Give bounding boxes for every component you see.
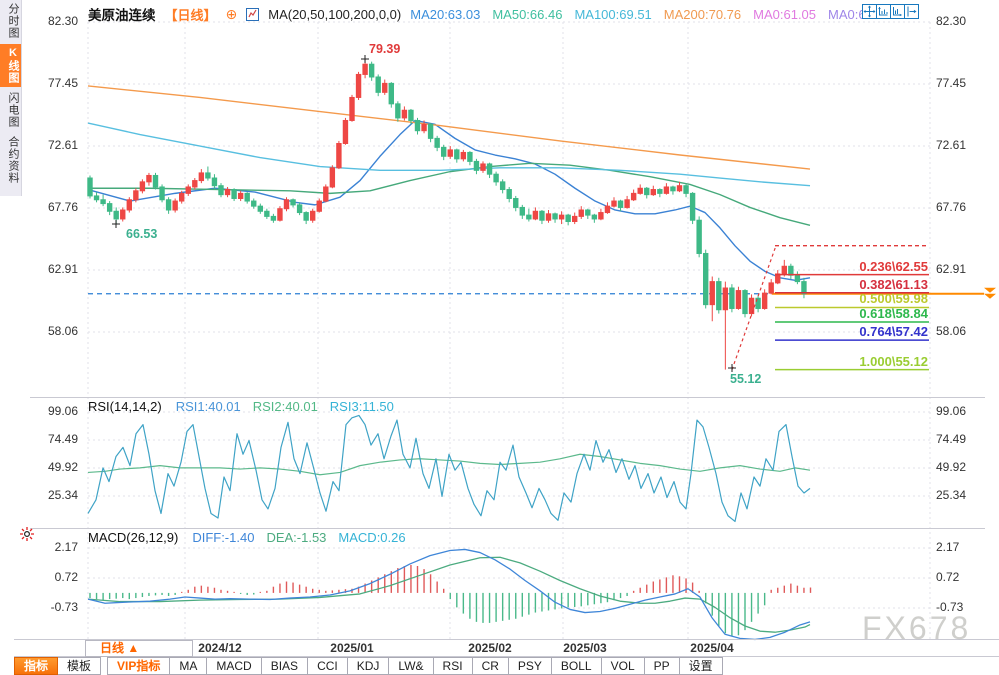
ma-value[interactable]: MA0:61: [828, 6, 873, 22]
fib-level-label: 0.618\58.84: [859, 306, 928, 322]
indicator-toolbar: 指标 模板 VIP指标 MA MACD BIAS CCI KDJ LW& RSI CR PSY BOLL…: [14, 657, 723, 675]
y-axis-label: 2.17: [936, 540, 960, 554]
period-selector[interactable]: 日线 ▲: [85, 640, 193, 657]
rsi-value[interactable]: RSI1:40.01: [175, 399, 241, 414]
rsi-value[interactable]: RSI2:40.01: [252, 399, 318, 414]
y-axis-label: -0.73: [936, 600, 964, 614]
price-mark: 66.53: [126, 227, 158, 241]
y-axis-label: 99.06: [936, 404, 967, 418]
indicator-button-LW&[interactable]: LW&: [389, 657, 434, 675]
indicator-button-设置[interactable]: 设置: [679, 657, 723, 675]
ma-value[interactable]: MA20:63.03: [410, 6, 481, 22]
y-axis-label: 67.76: [47, 200, 78, 214]
y-axis-label: 77.45: [936, 76, 967, 90]
y-axis-label: 77.45: [47, 76, 78, 90]
pan-icon[interactable]: [862, 4, 877, 19]
indicator-button-KDJ[interactable]: KDJ: [347, 657, 390, 675]
y-axis-label: 0.72: [936, 570, 960, 584]
rsi-value[interactable]: RSI3:11.50: [329, 399, 394, 414]
rsi-values: RSI1:40.01 RSI2:40.01 RSI3:11.50: [176, 399, 406, 414]
price-mark: 55.12: [730, 372, 762, 386]
y-axis-label: 62.91: [47, 262, 78, 276]
sidebar-tab-分时图[interactable]: 分时图: [0, 0, 21, 42]
pan-right-icon[interactable]: [890, 4, 905, 19]
sidebar-tab-闪电图[interactable]: 闪电图: [0, 89, 21, 131]
x-axis-label: 2024/12: [198, 641, 242, 655]
fib-level-label: 0.500\59.98: [859, 291, 928, 307]
y-axis-label: 25.34: [47, 488, 78, 502]
y-axis-label: 49.92: [47, 460, 78, 474]
fib-level-label: 0.764\57.42: [859, 324, 928, 340]
period-tag[interactable]: 【日线】: [164, 7, 217, 23]
y-axis-label: 67.76: [936, 200, 967, 214]
kline-chart-icon[interactable]: [246, 7, 260, 21]
indicator-button-MA[interactable]: MA: [170, 657, 208, 675]
macd-values: DIFF:-1.40 DEA:-1.53 MACD:0.26: [192, 530, 417, 545]
y-axis-label: 99.06: [47, 404, 78, 418]
symbol-name: 美原油连续: [88, 8, 156, 23]
y-axis-label: 49.92: [936, 460, 967, 474]
y-axis-label: 74.49: [47, 432, 78, 446]
y-axis-label: 72.61: [936, 138, 967, 152]
ma-settings[interactable]: MA(20,50,100,200,0,0): [268, 6, 402, 22]
watermark: FX678: [862, 610, 972, 646]
ma-value[interactable]: MA50:66.46: [492, 6, 563, 22]
y-axis-label: 72.61: [47, 138, 78, 152]
indicator-button-CCI[interactable]: CCI: [308, 657, 348, 675]
x-axis-label: 2025/01: [330, 641, 374, 655]
fib-level-label: 0.236\62.55: [859, 258, 928, 274]
price-mark: 79.39: [369, 42, 401, 56]
rsi-header: RSI(14,14,2) RSI1:40.01 RSI2:40.01 RSI3:11…: [88, 399, 406, 414]
y-axis-label: 74.49: [936, 432, 967, 446]
indicator-button-VOL[interactable]: VOL: [601, 657, 645, 675]
indicator-button-PSY[interactable]: PSY: [508, 657, 552, 675]
macd-value[interactable]: DIFF:-1.40: [192, 530, 255, 545]
ma-value[interactable]: MA0:61.05: [753, 6, 817, 22]
x-axis-label: 2025/04: [690, 641, 734, 655]
indicator-button-PP[interactable]: PP: [644, 657, 680, 675]
y-axis-label: 82.30: [936, 14, 967, 28]
macd-value[interactable]: DEA:-1.53: [266, 530, 327, 545]
ma-values: MA20:63.03 MA50:66.46 MA100:69.51 MA200:70.…: [410, 7, 885, 22]
indicator-button-指标[interactable]: 指标: [14, 657, 59, 675]
fib-level-label: 1.000\55.12: [859, 353, 928, 369]
y-axis-label: -0.73: [50, 600, 78, 614]
x-axis-label: 2025/02: [468, 641, 512, 655]
macd-header: MACD(26,12,9) DIFF:-1.40 DEA:-1.53 MACD:0.…: [88, 530, 418, 545]
jump-latest-icon[interactable]: [904, 4, 919, 19]
macd-title[interactable]: MACD(26,12,9): [88, 530, 179, 545]
y-axis-label: 62.91: [936, 262, 967, 276]
circle-plus-icon[interactable]: ⊕: [225, 5, 238, 22]
macd-value[interactable]: MACD:0.26: [338, 530, 406, 545]
y-axis-label: 25.34: [936, 488, 967, 502]
y-axis-label: 2.17: [54, 540, 78, 554]
sun-icon[interactable]: [19, 526, 35, 547]
indicator-button-BIAS[interactable]: BIAS: [261, 657, 309, 675]
indicator-button-模板[interactable]: 模板: [58, 657, 102, 675]
sidebar-tab-合约资料[interactable]: 合约资料: [0, 133, 21, 187]
fib-level-label: 0.382\61.13: [859, 276, 928, 292]
ma-value[interactable]: MA100:69.51: [574, 6, 652, 22]
chart-header: 美原油连续 【日线】 ⊕ MA(20,50,100,200,0,0) MA20:…: [88, 4, 885, 24]
y-axis-label: 58.06: [47, 324, 78, 338]
indicator-button-MACD[interactable]: MACD: [207, 657, 262, 675]
sidebar-tab-K线图[interactable]: K线图: [0, 44, 21, 87]
indicator-button-VIP指标[interactable]: VIP指标: [107, 657, 171, 675]
y-axis-label: 82.30: [47, 14, 78, 28]
indicator-button-BOLL[interactable]: BOLL: [551, 657, 602, 675]
rsi-title[interactable]: RSI(14,14,2): [88, 399, 162, 414]
indicator-button-RSI[interactable]: RSI: [433, 657, 473, 675]
chart-type-sidebar: 分时图 K线图 闪电图 合约资料: [0, 0, 22, 196]
y-axis-label: 0.72: [54, 570, 78, 584]
x-axis-label: 2025/03: [563, 641, 607, 655]
fit-range-icon[interactable]: [876, 4, 891, 19]
ma-value[interactable]: MA200:70.76: [663, 6, 742, 22]
indicator-button-CR[interactable]: CR: [472, 657, 509, 675]
y-axis-label: 58.06: [936, 324, 967, 338]
